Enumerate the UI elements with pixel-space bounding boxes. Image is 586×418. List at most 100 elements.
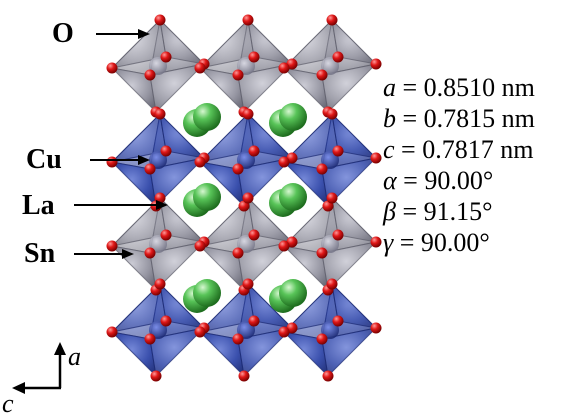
oxygen-atom (194, 156, 206, 168)
octahedron-face (247, 196, 294, 243)
lattice-param-b: b = 0.7815 nm (383, 103, 535, 134)
oxygen-atom (232, 247, 244, 259)
axis-c-label: c (2, 389, 14, 418)
tin-atom (321, 235, 339, 253)
lattice-param-beta: β = 91.15° (383, 196, 535, 227)
lanthanum-label: La (22, 190, 55, 221)
oxygen-atom (160, 51, 172, 63)
oxygen-atom (370, 322, 382, 334)
oxygen-atom (278, 326, 290, 338)
lanthanum-atom (193, 183, 221, 211)
octahedron-face (159, 196, 206, 243)
oxygen-atom (370, 236, 382, 248)
copper-octahedron (110, 282, 206, 378)
tin-atom (237, 57, 255, 75)
oxygen-atom (316, 333, 328, 345)
octahedron-face (149, 63, 206, 114)
tin-octahedron (282, 196, 378, 292)
octahedron-face (247, 282, 294, 329)
oxygen-atom (332, 145, 344, 157)
oxygen-atom (278, 156, 290, 168)
oxygen-atom (106, 326, 118, 338)
octahedron-face (321, 241, 378, 292)
lattice-value: = 0.7817 nm (394, 135, 534, 164)
oxygen-atom (238, 370, 250, 382)
oxygen-atom (248, 315, 260, 327)
oxygen-atom (370, 152, 382, 164)
copper-label: Cu (26, 144, 62, 175)
oxygen-atom (316, 69, 328, 81)
copper-atom (149, 151, 167, 169)
octahedron-face (247, 112, 294, 159)
oxygen-atom (106, 62, 118, 74)
lanthanum-atom (279, 103, 307, 131)
octahedron-face (149, 241, 206, 292)
copper-atom (321, 151, 339, 169)
axis-a-arrowhead (54, 342, 66, 355)
oxygen-atom (278, 240, 290, 252)
copper-atom (149, 321, 167, 339)
octahedron-face (321, 63, 378, 114)
oxygen-atom (248, 51, 260, 63)
oxygen-atom (232, 163, 244, 175)
oxygen-atom (154, 278, 166, 290)
lattice-symbol: a (383, 73, 396, 102)
lanthanum-atom (279, 183, 307, 211)
oxygen-atom (194, 240, 206, 252)
octahedron-face (331, 196, 378, 243)
tin-atom (237, 235, 255, 253)
tin-arrowhead (122, 249, 134, 259)
copper-atom (237, 321, 255, 339)
lattice-param-alpha: α = 90.00° (383, 165, 535, 196)
octahedron-face (237, 63, 294, 114)
oxygen-atom (154, 108, 166, 120)
copper-atom (237, 151, 255, 169)
oxygen-atom (232, 69, 244, 81)
lattice-value: = 90.00° (393, 228, 490, 257)
oxygen-atom (160, 229, 172, 241)
oxygen-atom (326, 278, 338, 290)
lattice-value: = 0.8510 nm (396, 73, 535, 102)
copper-atom (321, 321, 339, 339)
oxygen-atom (332, 315, 344, 327)
oxygen-atom (242, 108, 254, 120)
oxygen-atom (322, 370, 334, 382)
octahedron-face (321, 327, 378, 378)
tin-label: Sn (24, 238, 56, 269)
oxygen-atom (326, 108, 338, 120)
oxygen-atom (248, 145, 260, 157)
lattice-param-a: a = 0.8510 nm (383, 72, 535, 103)
octahedron-face (159, 18, 206, 65)
lattice-symbol: c (383, 135, 395, 164)
oxygen-atom (144, 247, 156, 259)
octahedron-face (237, 327, 294, 378)
tin-atom (321, 57, 339, 75)
oxygen-atom (150, 370, 162, 382)
copper-octahedron (110, 112, 206, 208)
oxygen-atom (248, 229, 260, 241)
axis-a-label: a (68, 342, 81, 371)
lattice-symbol: b (383, 104, 396, 133)
copper-octahedron (198, 112, 294, 208)
oxygen-atom (160, 315, 172, 327)
oxygen-atom (144, 163, 156, 175)
lattice-param-gamma: γ = 90.00° (383, 227, 535, 258)
oxygen-atom (194, 326, 206, 338)
lattice-param-c: c = 0.7817 nm (383, 134, 535, 165)
octahedron-face (331, 18, 378, 65)
lattice-value: = 90.00° (396, 166, 494, 195)
lattice-value: = 0.7815 nm (396, 104, 535, 133)
oxygen-atom (316, 163, 328, 175)
oxygen-arrowhead (138, 29, 150, 39)
oxygen-atom (332, 229, 344, 241)
lattice-value: = 91.15° (395, 197, 493, 226)
tin-atom (149, 57, 167, 75)
lattice-symbol: γ (383, 228, 394, 257)
octahedron-face (149, 327, 206, 378)
octahedron-face (331, 112, 378, 159)
oxygen-atom (144, 69, 156, 81)
oxygen-atom (326, 192, 338, 204)
oxygen-atom (242, 192, 254, 204)
octahedron-face (159, 282, 206, 329)
